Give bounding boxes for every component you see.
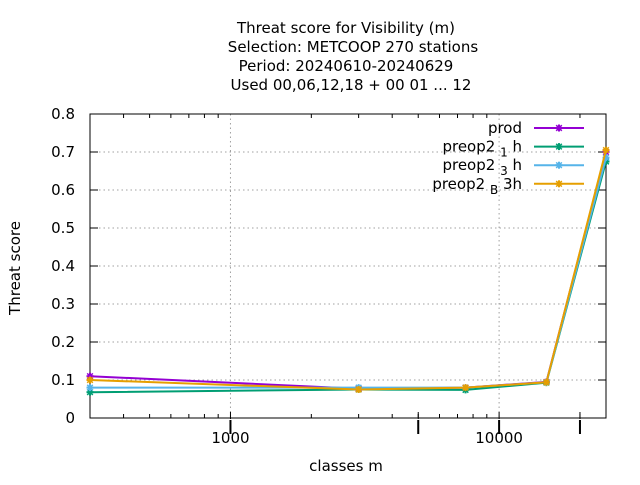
legend-marker xyxy=(555,161,563,169)
x-axis-label: classes m xyxy=(309,457,383,475)
y-tick-label: 0.7 xyxy=(51,143,75,161)
legend-label: preop2 B 3h xyxy=(432,175,522,197)
y-tick-label: 0.3 xyxy=(51,295,75,313)
series-line-1 xyxy=(89,151,607,390)
chart-title-line-1: Threat score for Visibility (m) xyxy=(236,19,455,37)
plot-frame xyxy=(89,113,607,419)
chart-title-line-3: Period: 20240610-20240629 xyxy=(239,57,454,75)
legend-marker xyxy=(555,180,563,188)
axes: 0 0.1 0.2 0.3 0.4 0.5 0.6 0.7 0.8 1000 10000 xyxy=(51,105,607,447)
data-point xyxy=(602,146,610,154)
y-tick-label: 0.5 xyxy=(51,219,75,237)
data-point xyxy=(542,378,550,386)
y-tick-label: 0 xyxy=(65,409,75,427)
data-point xyxy=(86,376,94,384)
chart-title-line-4: Used 00,06,12,18 + 00 01 ... 12 xyxy=(231,76,472,94)
data-point xyxy=(462,384,470,392)
series-line-4 xyxy=(89,149,607,391)
y-tick-label: 0.1 xyxy=(51,371,75,389)
x-tick-label: 10000 xyxy=(475,429,523,447)
y-tick-label: 0.4 xyxy=(51,257,75,275)
chart-title: Threat score for Visibility (m) Selectio… xyxy=(228,19,479,94)
chart-title-line-2: Selection: METCOOP 270 stations xyxy=(228,38,479,56)
y-tick-label: 0.8 xyxy=(51,105,75,123)
data-point xyxy=(355,386,363,393)
series-line-3 xyxy=(90,157,607,389)
y-axis-label: Threat score xyxy=(6,221,24,316)
data-point xyxy=(86,384,94,392)
grid xyxy=(90,114,606,418)
legend-label: prod xyxy=(488,119,522,137)
series-lines xyxy=(86,146,610,396)
legend-marker xyxy=(555,143,563,151)
legend-marker xyxy=(555,124,563,132)
y-tick-label: 0.6 xyxy=(51,181,75,199)
x-tick-label: 1000 xyxy=(211,429,249,447)
y-tick-label: 0.2 xyxy=(51,333,75,351)
series-line-2 xyxy=(89,161,607,394)
